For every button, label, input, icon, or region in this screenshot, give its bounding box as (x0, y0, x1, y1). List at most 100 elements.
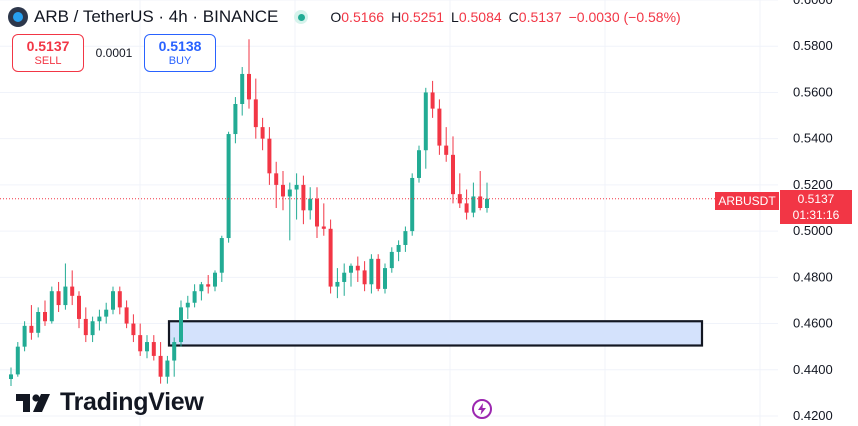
candle-body (192, 291, 197, 303)
current-price-value: 0.5137 (797, 192, 835, 206)
candle-body (362, 270, 367, 285)
bar-countdown: 01:31:16 (792, 208, 840, 222)
candle-body (63, 286, 68, 306)
trade-panel: 0.5137 SELL 0.0001 0.5138 BUY (12, 34, 216, 72)
candle-body (77, 295, 81, 319)
buy-label: BUY (168, 55, 192, 67)
candle-body (219, 238, 224, 273)
candle-body (383, 268, 387, 289)
price-axis-tick: 0.5800 (793, 38, 833, 53)
candle-body (281, 184, 285, 197)
market-status-icon[interactable] (294, 10, 309, 24)
candle-body (226, 134, 231, 239)
candle-body (485, 198, 489, 208)
candle-body (267, 138, 272, 174)
candle-body (444, 145, 449, 155)
price-axis-tick: 0.4800 (793, 269, 833, 284)
candle-body (335, 281, 340, 287)
candle-body (464, 203, 469, 213)
candle-body (36, 312, 41, 333)
buy-button[interactable]: 0.5138 BUY (144, 34, 216, 72)
candle-body (138, 335, 143, 352)
ohlc-close-value: 0.5137 (518, 9, 562, 25)
bolt-glyph-icon (478, 403, 486, 415)
tradingview-mark-icon (16, 393, 50, 412)
candle-body (43, 312, 47, 322)
candle-body (355, 265, 360, 271)
candle-body (15, 346, 20, 375)
symbol-price-tag: ARBUSDT (715, 192, 779, 210)
price-axis-tick: 0.5400 (793, 131, 833, 146)
ohlc-high-label: H (391, 9, 402, 25)
current-price-tag: 0.5137 01:31:16 (780, 190, 852, 224)
candle-body (471, 196, 476, 213)
price-axis-tick: 0.5600 (793, 84, 833, 99)
price-axis-tick: 0.5200 (793, 177, 833, 192)
candle-body (111, 291, 115, 310)
tradingview-logo[interactable]: TradingView (16, 388, 204, 417)
candle-body (342, 272, 347, 282)
candle-body (247, 73, 251, 100)
candle-body (165, 360, 170, 377)
candle-body (451, 154, 455, 195)
buy-price: 0.5138 (158, 38, 202, 54)
candle-body (131, 323, 136, 336)
candle-body (213, 272, 217, 287)
sell-price: 0.5137 (26, 38, 70, 54)
candle-body (206, 284, 211, 287)
candle-body (410, 177, 415, 232)
candle-body (185, 302, 190, 308)
candle-body (423, 92, 428, 151)
candle-body (83, 318, 88, 336)
candle-body (179, 307, 183, 343)
spread-value: 0.0001 (95, 46, 133, 60)
candle-body (328, 228, 333, 287)
ohlc-open-label: O (330, 9, 342, 25)
price-axis-tick: 0.4200 (793, 408, 833, 423)
candle-body (389, 251, 394, 269)
candle-body (97, 316, 102, 322)
candle-body (158, 355, 163, 377)
chart-grid (0, 0, 778, 426)
candle-body (260, 127, 265, 139)
symbol-header: ARB / TetherUS · 4h · BINANCE O0.5166 H0… (8, 4, 681, 30)
sell-label: SELL (34, 55, 62, 67)
candle-body (437, 108, 442, 146)
candle-body (124, 307, 129, 324)
candle-body (349, 265, 353, 273)
candle-body (396, 244, 401, 252)
candle-body (49, 291, 54, 322)
candle-body (308, 198, 313, 211)
candle-body (29, 325, 34, 333)
price-axis-tick: 0.4400 (793, 362, 833, 377)
candle-body (376, 258, 381, 289)
candle-body (321, 226, 326, 229)
symbol-title[interactable]: ARB / TetherUS · 4h · BINANCE (34, 7, 279, 26)
candle-body (240, 73, 245, 104)
candle-body (233, 104, 238, 135)
candle-body (287, 189, 292, 197)
candle-body (417, 150, 421, 178)
candle-body (294, 184, 299, 190)
ohlc-change-value: −0.0030 (−0.58%) (568, 9, 681, 25)
candle-body (253, 99, 258, 128)
candle-body (199, 284, 204, 292)
sell-button[interactable]: 0.5137 SELL (12, 34, 84, 72)
ohlc-low-label: L (451, 9, 459, 25)
candle-body (301, 184, 306, 211)
candle-body (172, 342, 177, 361)
candle-body (403, 231, 408, 245)
candle-body (90, 321, 95, 336)
candle-body (315, 198, 319, 227)
lightning-bolt-icon[interactable] (472, 399, 492, 419)
candle-body (9, 374, 13, 380)
price-axis-tick: 0.4600 (793, 316, 833, 331)
candle-body (151, 342, 156, 356)
tradingview-wordmark: TradingView (60, 388, 204, 416)
candle-body (478, 196, 483, 208)
candle-body (274, 173, 279, 185)
demand-zone-rectangle[interactable] (167, 320, 704, 347)
